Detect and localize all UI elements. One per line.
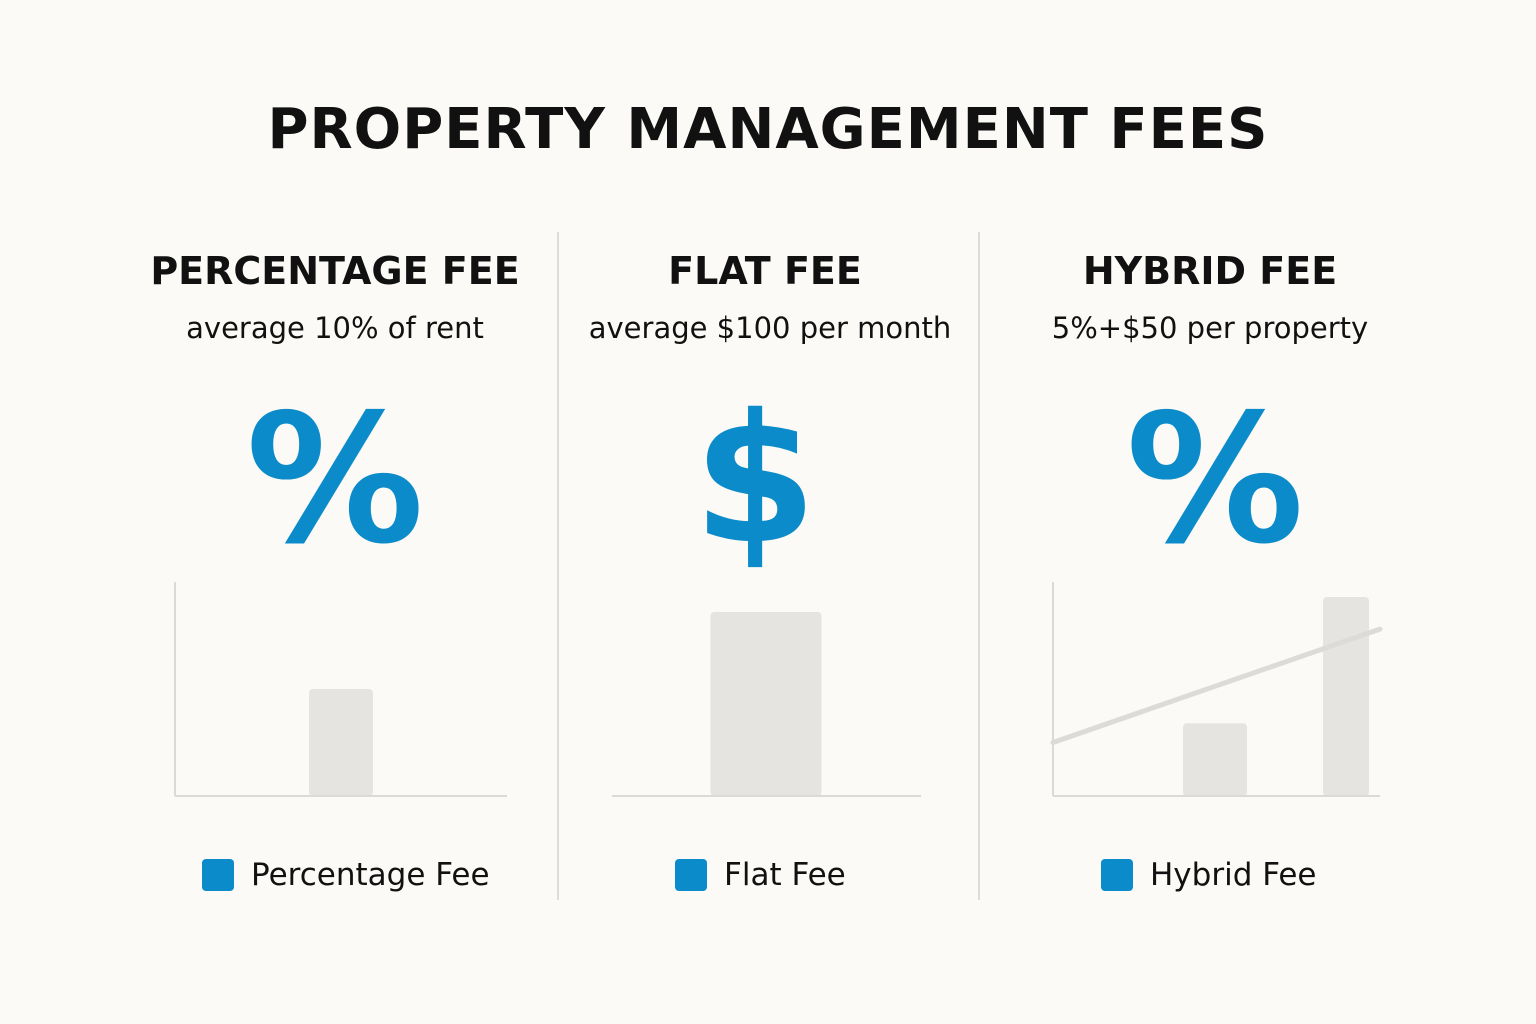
percent-icon: % (245, 376, 425, 583)
percentage-fee-panel: PERCENTAGE FEE average 10% of rent % (120, 0, 550, 1024)
hybrid-fee-legend: Hybrid Fee (1101, 855, 1317, 895)
percentage-fee-subtitle: average 10% of rent (186, 311, 484, 345)
percent-icon: % (1125, 376, 1305, 583)
column-divider-1 (557, 232, 559, 900)
hybrid-fee-legend-label: Hybrid Fee (1150, 857, 1317, 893)
flat-fee-legend-label: Flat Fee (724, 857, 846, 893)
hybrid-fee-chart (1050, 582, 1383, 797)
page-title: PROPERTY MANAGEMENT FEES (267, 97, 1269, 162)
percentage-fee-legend-label: Percentage Fee (251, 857, 490, 893)
flat-fee-heading: FLAT FEE (668, 249, 862, 293)
hybrid-fee-legend-swatch (1101, 859, 1133, 891)
chart-bar (309, 689, 373, 796)
hybrid-fee-subtitle: 5%+$50 per property (1051, 311, 1369, 345)
flat-fee-subtitle: average $100 per month (588, 311, 952, 345)
chart-bar (710, 611, 822, 796)
flat-fee-legend: Flat Fee (675, 855, 846, 895)
column-divider-2 (978, 232, 980, 900)
chart-bar (1183, 723, 1247, 796)
flat-fee-legend-swatch (675, 859, 707, 891)
percentage-fee-heading: PERCENTAGE FEE (150, 249, 520, 293)
chart-bar (1323, 596, 1369, 796)
percentage-fee-chart (174, 582, 507, 797)
hybrid-fee-panel: HYBRID FEE 5%+$50 per property % (1000, 0, 1420, 1024)
flat-fee-panel: FLAT FEE average $100 per month $ (580, 0, 960, 1024)
percentage-fee-legend-swatch (202, 859, 234, 891)
flat-fee-chart (612, 611, 921, 797)
dollar-icon: $ (693, 376, 817, 583)
percentage-fee-legend: Percentage Fee (202, 855, 490, 895)
hybrid-fee-heading: HYBRID FEE (1082, 249, 1338, 293)
chart-trend-line (1050, 626, 1383, 745)
